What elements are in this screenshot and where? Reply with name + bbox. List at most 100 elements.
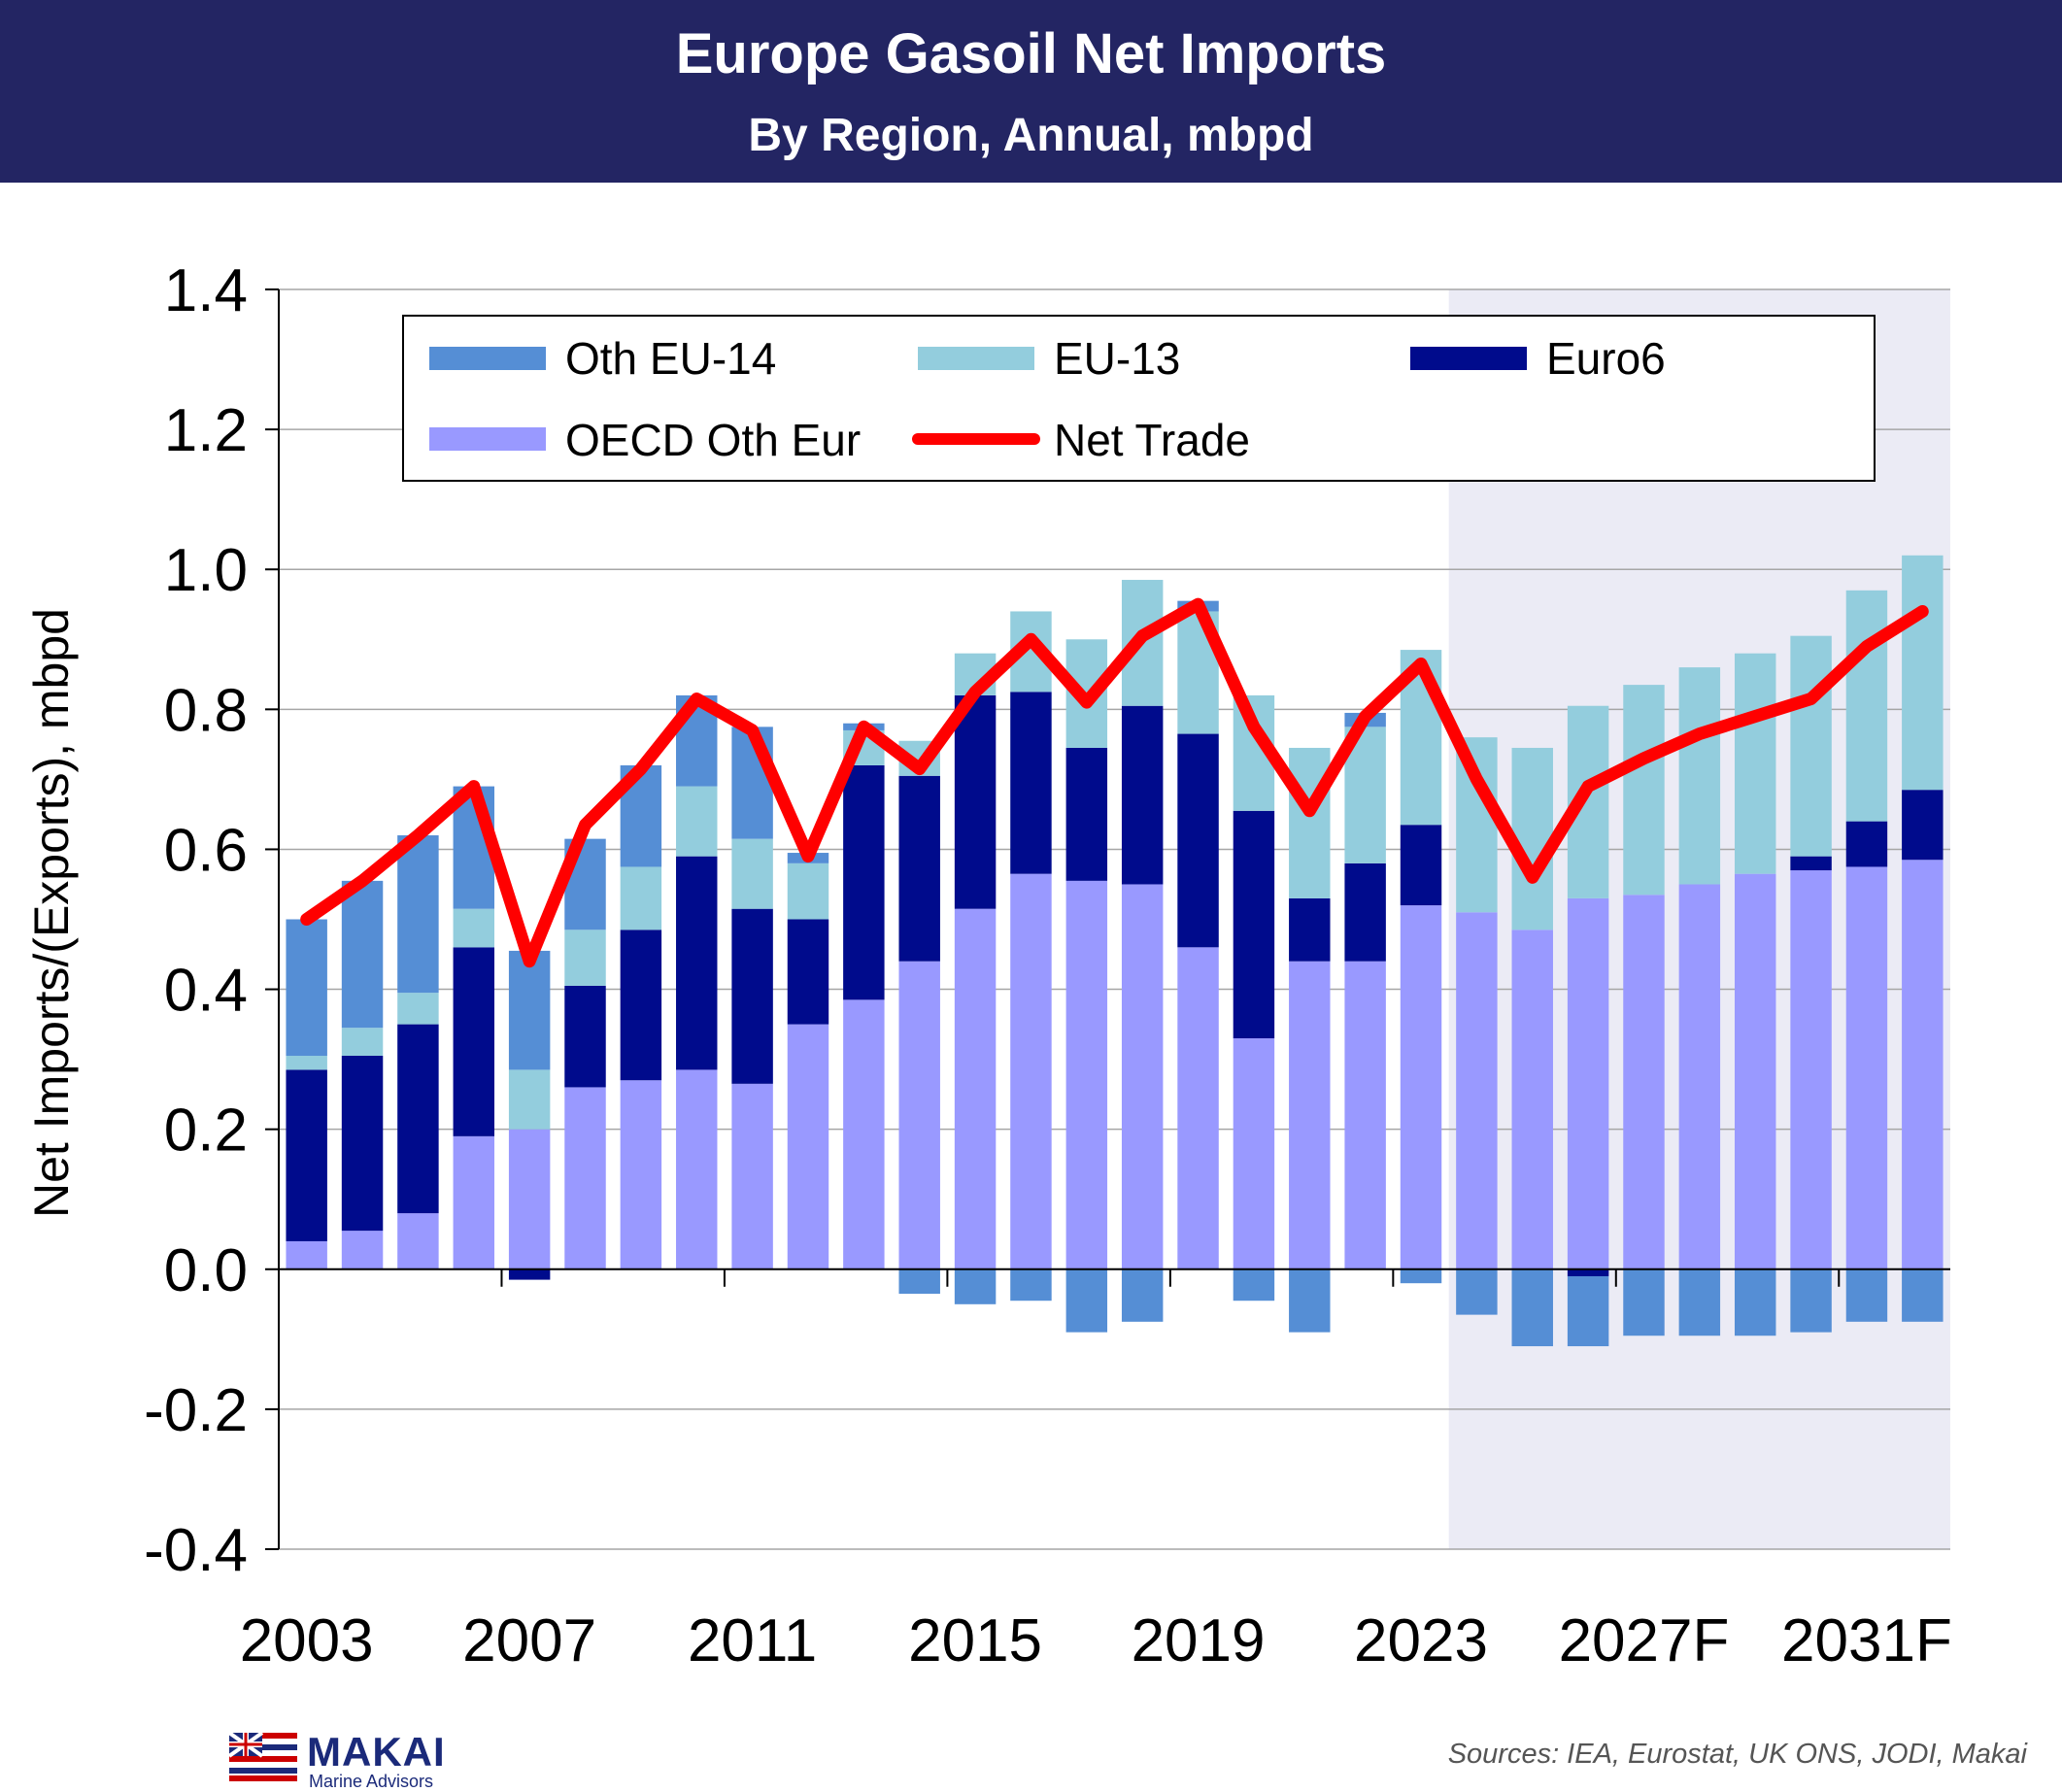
y-tick-label: 0.4 bbox=[164, 958, 248, 1025]
bar-oecd-oth-eur-2003 bbox=[286, 1240, 327, 1269]
legend-swatch-euro6 bbox=[1410, 347, 1527, 370]
chart-subtitle: By Region, Annual, mbpd bbox=[748, 110, 1314, 161]
bar-oecd-oth-eur-2032f bbox=[1902, 860, 1944, 1269]
bar-euro6-2019 bbox=[1177, 733, 1219, 948]
x-tick-labels: 2003 2007 2011 2015 2019 2023 2027F 2031F bbox=[240, 1607, 1952, 1674]
bar-oth-eu-14-2027f bbox=[1623, 1268, 1665, 1336]
legend-label-oecd: OECD Oth Eur bbox=[565, 415, 861, 465]
bar-oecd-oth-eur-2030f bbox=[1790, 870, 1832, 1269]
bar-euro6-2007 bbox=[508, 1268, 551, 1280]
x-tick-label: 2015 bbox=[908, 1607, 1042, 1674]
legend-swatch-oth-eu14 bbox=[429, 347, 546, 370]
bar-eu-13-2021 bbox=[1289, 747, 1331, 898]
bar-euro6-2009 bbox=[620, 930, 662, 1081]
bar-euro6-2005 bbox=[397, 1024, 439, 1214]
bar-oth-eu-14-2017 bbox=[1065, 1268, 1108, 1333]
x-tick-label: 2031F bbox=[1781, 1607, 1952, 1674]
bar-euro6-2022 bbox=[1344, 862, 1386, 962]
x-tick-label: 2011 bbox=[688, 1607, 817, 1674]
y-axis-label: Net Imports/(Exports), mbpd bbox=[24, 608, 79, 1218]
bar-oth-eu-14-2029f bbox=[1734, 1268, 1776, 1336]
bar-eu-13-2027f bbox=[1623, 685, 1665, 896]
bar-euro6-2015 bbox=[954, 694, 997, 909]
bar-euro6-2003 bbox=[286, 1069, 327, 1241]
y-tick-labels: -0.4 -0.2 0.0 0.2 0.4 0.6 0.8 1.0 1.2 1.4 bbox=[144, 257, 248, 1584]
y-tick-label: 1.4 bbox=[164, 257, 248, 324]
bar-oecd-oth-eur-2004 bbox=[341, 1231, 384, 1269]
bar-oecd-oth-eur-2025 bbox=[1511, 930, 1553, 1269]
bar-euro6-2023 bbox=[1400, 825, 1442, 906]
bar-oth-eu-14-2028f bbox=[1678, 1268, 1721, 1336]
x-tick-label: 2023 bbox=[1354, 1607, 1488, 1674]
bar-oecd-oth-eur-2023 bbox=[1400, 905, 1442, 1269]
bar-euro6-2020 bbox=[1233, 810, 1275, 1038]
hawaii-flag-icon bbox=[229, 1733, 297, 1781]
bar-oecd-oth-eur-2019 bbox=[1177, 947, 1219, 1269]
bar-eu-13-2004 bbox=[341, 1028, 384, 1057]
bar-euro6-2018 bbox=[1121, 705, 1164, 885]
bar-oth-eu-14-2024 bbox=[1456, 1268, 1498, 1315]
bar-oecd-oth-eur-2022 bbox=[1344, 961, 1386, 1269]
x-tick-label: 2007 bbox=[462, 1607, 596, 1674]
bar-oth-eu-14-2023 bbox=[1400, 1268, 1442, 1284]
bar-eu-13-2011 bbox=[731, 838, 773, 909]
bar-oecd-oth-eur-2020 bbox=[1233, 1037, 1275, 1269]
legend-label-oth-eu14: Oth EU-14 bbox=[565, 333, 776, 384]
bar-oecd-oth-eur-2009 bbox=[620, 1080, 662, 1269]
bar-oth-eu-14-2025 bbox=[1511, 1268, 1553, 1347]
bar-euro6-2012 bbox=[787, 919, 829, 1025]
y-tick-label: 0.6 bbox=[164, 817, 248, 884]
logo-name: MAKAI bbox=[307, 1729, 446, 1775]
bar-oecd-oth-eur-2008 bbox=[564, 1087, 606, 1269]
bar-euro6-2017 bbox=[1065, 747, 1108, 881]
bar-oecd-oth-eur-2006 bbox=[453, 1135, 495, 1269]
legend: Oth EU-14 EU-13 Euro6 OECD Oth Eur Net T… bbox=[402, 315, 1876, 482]
bar-eu-13-2007 bbox=[508, 1069, 551, 1130]
bar-euro6-2016 bbox=[1010, 692, 1052, 874]
bar-oecd-oth-eur-2014 bbox=[898, 961, 940, 1269]
bar-euro6-2013 bbox=[843, 764, 885, 1000]
bars-layer bbox=[286, 555, 1944, 1347]
bar-oecd-oth-eur-2011 bbox=[731, 1083, 773, 1269]
bar-euro6-2008 bbox=[564, 985, 606, 1088]
bar-eu-13-2006 bbox=[453, 908, 495, 948]
bar-oth-eu-14-2003 bbox=[286, 919, 327, 1057]
bar-oecd-oth-eur-2031f bbox=[1845, 866, 1888, 1269]
bar-oth-eu-14-2030f bbox=[1790, 1268, 1832, 1333]
bar-oth-eu-14-2032f bbox=[1902, 1268, 1944, 1322]
bar-euro6-2014 bbox=[898, 775, 940, 962]
bar-oecd-oth-eur-2015 bbox=[954, 908, 997, 1269]
bar-oth-eu-14-2020 bbox=[1233, 1268, 1275, 1302]
source-note: Sources: IEA, Eurostat, UK ONS, JODI, Ma… bbox=[1447, 1739, 2027, 1770]
bar-eu-13-2008 bbox=[564, 930, 606, 986]
bar-oecd-oth-eur-2028f bbox=[1678, 884, 1721, 1269]
bar-euro6-2011 bbox=[731, 908, 773, 1084]
bar-eu-13-2028f bbox=[1678, 667, 1721, 885]
bar-oth-eu-14-2014 bbox=[898, 1268, 940, 1294]
logo-subtitle: Marine Advisors bbox=[309, 1772, 434, 1791]
x-tick-label: 2019 bbox=[1132, 1607, 1266, 1674]
bar-euro6-2026 bbox=[1567, 1268, 1609, 1276]
bar-eu-13-2003 bbox=[286, 1056, 327, 1070]
bar-euro6-2031f bbox=[1845, 821, 1888, 867]
bar-oecd-oth-eur-2007 bbox=[508, 1129, 551, 1269]
net-trade-line bbox=[300, 597, 1929, 968]
legend-swatch-eu13 bbox=[918, 347, 1034, 370]
bar-oth-eu-14-2026 bbox=[1567, 1275, 1609, 1347]
x-tick-label: 2003 bbox=[240, 1607, 374, 1674]
legend-label-euro6: Euro6 bbox=[1546, 333, 1666, 384]
y-tick-label: 1.2 bbox=[164, 397, 248, 464]
bar-eu-13-2029f bbox=[1734, 653, 1776, 874]
net-trade-line-layer bbox=[300, 597, 1929, 968]
bar-eu-13-2012 bbox=[787, 862, 829, 920]
bar-oth-eu-14-2004 bbox=[341, 880, 384, 1029]
bar-eu-13-2025 bbox=[1511, 747, 1553, 930]
bar-oth-eu-14-2021 bbox=[1289, 1268, 1331, 1333]
legend-swatch-oecd bbox=[429, 427, 546, 451]
bar-oth-eu-14-2007 bbox=[508, 950, 551, 1070]
bar-oth-eu-14-2005 bbox=[397, 835, 439, 994]
bar-oth-eu-14-2015 bbox=[954, 1268, 997, 1304]
axes bbox=[265, 288, 1950, 1550]
y-tick-label: 0.0 bbox=[164, 1237, 248, 1304]
bar-euro6-2004 bbox=[341, 1056, 384, 1232]
